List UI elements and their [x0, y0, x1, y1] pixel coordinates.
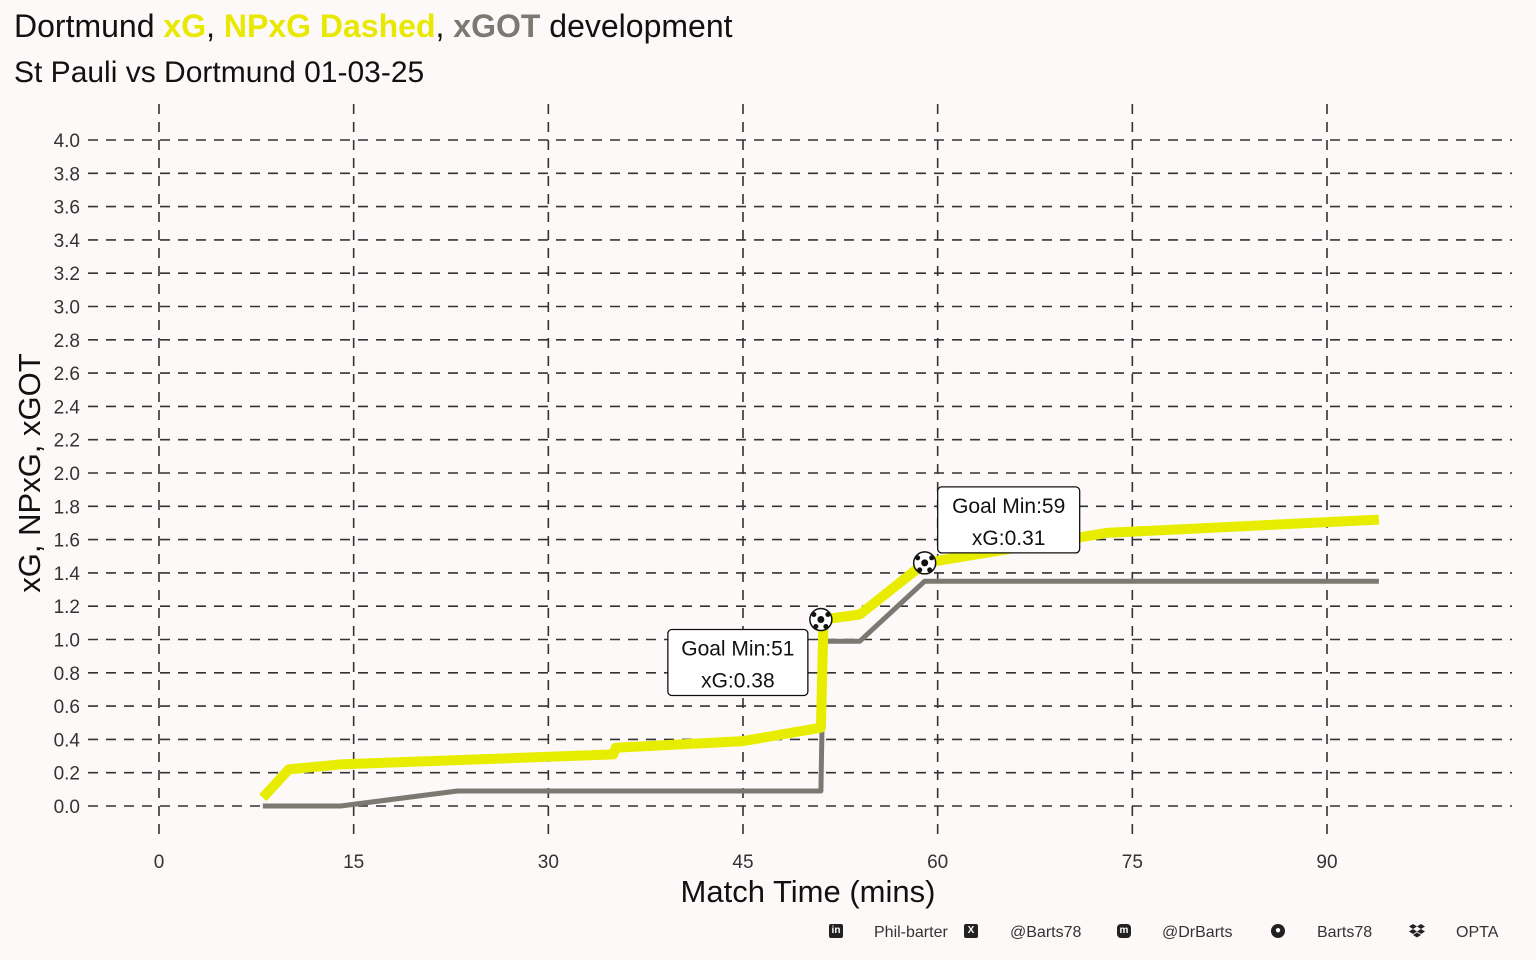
football-icon: [912, 551, 937, 575]
title-prefix: Dortmund: [14, 8, 164, 44]
chart-title: Dortmund xG, NPxG Dashed, xGOT developme…: [14, 8, 733, 45]
series-line-xg: [259, 514, 1380, 802]
dropbox-icon: [1409, 924, 1425, 943]
chart-subtitle: St Pauli vs Dortmund 01-03-25: [14, 56, 425, 89]
y-tick-label: 0.4: [54, 730, 81, 751]
y-tick-label: 3.2: [54, 264, 80, 285]
y-tick-label: 1.8: [54, 497, 80, 518]
y-axis-label: xG, NPxG, xGOT: [12, 353, 47, 592]
y-tick-label: 3.8: [54, 164, 80, 185]
y-tick-label: 2.6: [54, 364, 80, 385]
series-lines: [259, 514, 1380, 809]
github-handle: Barts78: [1317, 924, 1373, 941]
x-tick-label: 60: [927, 852, 948, 873]
football-icon: [809, 607, 833, 632]
title-sep1: ,: [206, 8, 224, 44]
title-npxg: NPxG Dashed: [223, 8, 436, 44]
x-tick-label: 75: [1122, 852, 1143, 873]
goal-label-box: [667, 628, 809, 697]
goal-label-box: [937, 486, 1081, 554]
goal-label-xg: xG:0.31: [972, 527, 1046, 550]
data-source: OPTA: [1456, 924, 1499, 941]
y-tick-label: 4.0: [54, 131, 80, 152]
title-xg: xG: [163, 8, 207, 44]
x-tick-label: 30: [538, 852, 559, 873]
title-xgot: xGOT: [453, 8, 541, 44]
y-tick-label: 0.0: [54, 797, 80, 818]
goal-label-minute: Goal Min:51: [681, 638, 794, 661]
y-tick-label: 0.2: [54, 764, 80, 785]
goal-annotations: Goal Min:51 xG:0.38 Goal Min:59 xG:0.31: [667, 486, 1081, 697]
y-tick-label: 3.6: [54, 198, 80, 219]
goal-label-minute: Goal Min:59: [952, 495, 1065, 518]
footer-credits: in Phil-barter X @Barts78 m @DrBarts ● B…: [0, 924, 1536, 948]
y-tick-label: 0.8: [54, 664, 80, 685]
goal-label-xg: xG:0.38: [701, 670, 775, 693]
y-tick-label: 1.6: [54, 531, 80, 552]
mastodon-handle: @DrBarts: [1162, 924, 1233, 941]
x-axis-label: Match Time (mins): [681, 874, 936, 909]
y-tick-label: 1.0: [54, 631, 80, 652]
title-sep2: ,: [435, 8, 454, 44]
y-tick-label: 3.4: [54, 231, 81, 252]
y-tick-label: 2.0: [54, 464, 80, 485]
y-tick-label: 2.8: [54, 331, 80, 352]
y-tick-label: 2.2: [54, 431, 80, 452]
tick-labels: 0.0 0.2 0.4 0.6 0.8 1.0 1.2 1.4 1.6 1.8 2.0 2.2 2.4 2…: [54, 131, 1338, 873]
linkedin-handle: Phil-barter: [874, 924, 948, 941]
y-tick-label: 2.4: [54, 397, 81, 418]
y-tick-label: 3.0: [54, 298, 80, 319]
xg-development-chart: 0.0 0.2 0.4 0.6 0.8 1.0 1.2 1.4 1.6 1.8 2.0 2.2 2.4 2…: [12, 104, 1512, 909]
x-tick-label: 45: [732, 852, 753, 873]
y-tick-label: 1.2: [54, 597, 80, 618]
x-handle: @Barts78: [1010, 924, 1082, 941]
x-tick-label: 15: [343, 852, 364, 873]
y-tick-label: 0.6: [54, 697, 80, 718]
x-tick-label: 0: [154, 852, 165, 873]
x-tick-label: 90: [1316, 852, 1337, 873]
y-tick-label: 1.4: [54, 564, 81, 585]
title-suffix: development: [540, 8, 733, 44]
